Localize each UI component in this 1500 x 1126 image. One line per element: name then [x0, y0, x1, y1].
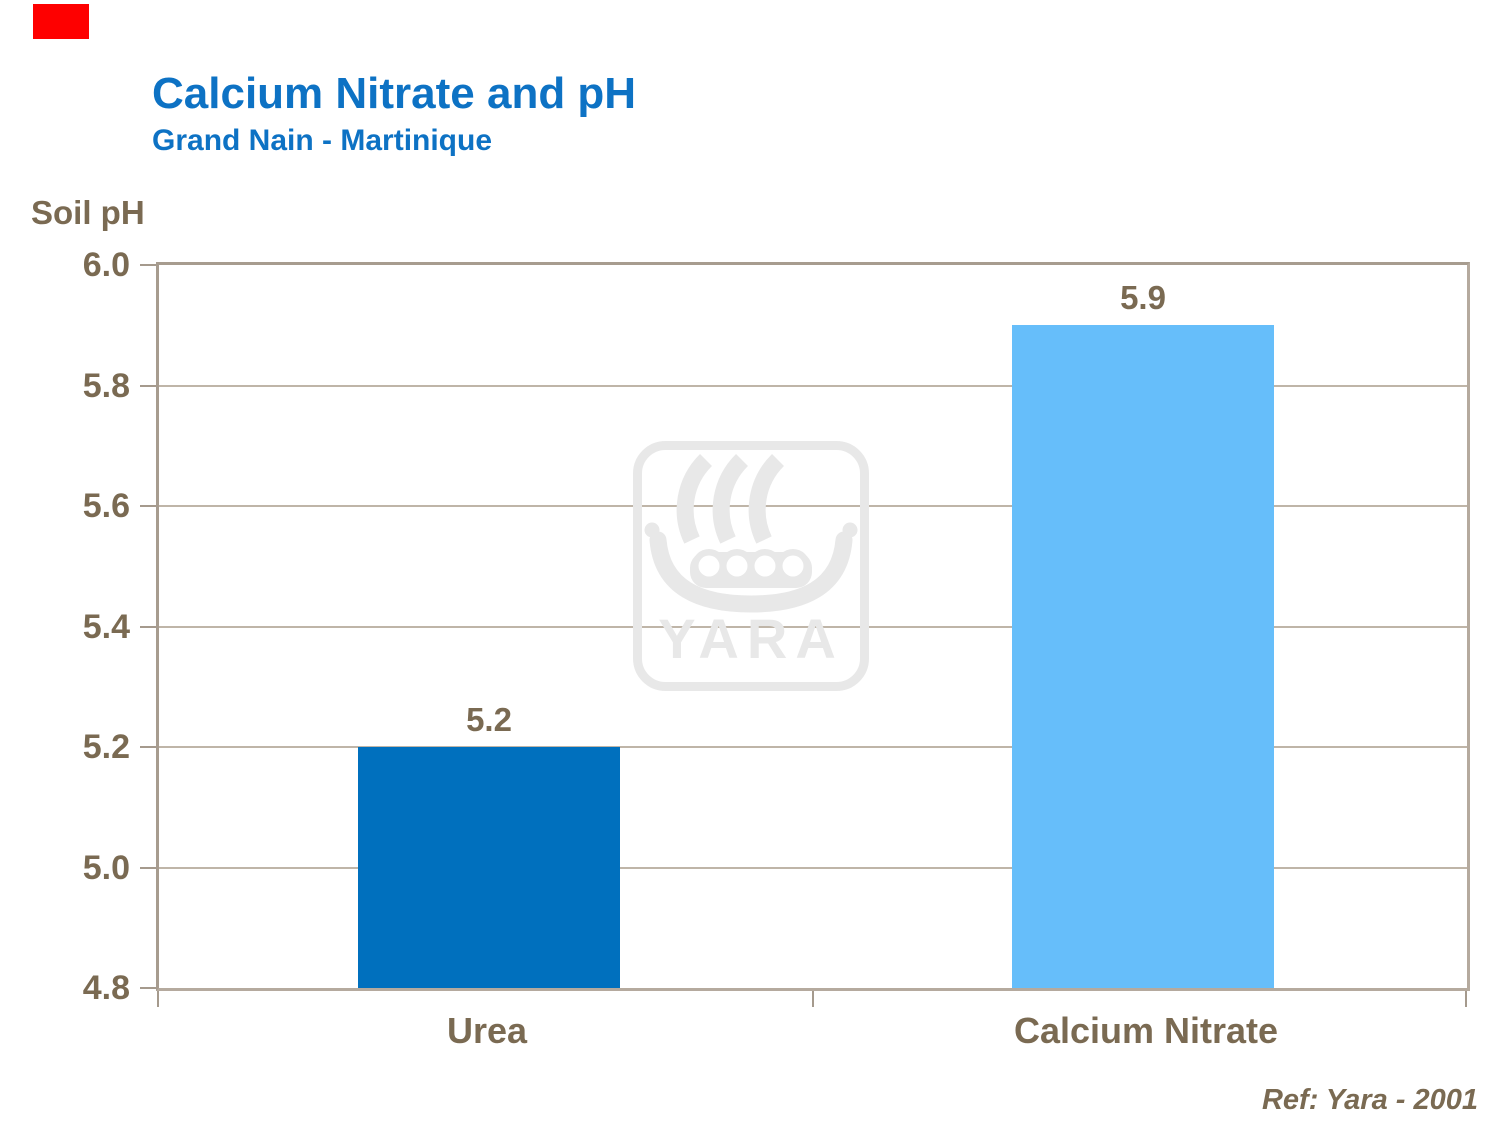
bar-value-label: 5.2 — [466, 701, 512, 738]
reference-note: Ref: Yara - 2001 — [1261, 1084, 1478, 1116]
category-label-urea: Urea — [446, 1010, 528, 1051]
y-tick-label-4.8: 4.8 — [82, 969, 130, 1007]
y-tick-label-5.0: 5.0 — [82, 848, 130, 887]
y-tick-label-5.2: 5.2 — [82, 728, 130, 766]
y-tick-label-5.8: 5.8 — [82, 366, 130, 405]
yara-watermark-logo: YARA — [633, 441, 869, 691]
gridline-5.2 — [159, 746, 1467, 748]
x-tick-right — [1465, 991, 1467, 1007]
bar-value-label: 5.9 — [1120, 279, 1166, 316]
watermark-wordmark: YARA — [658, 607, 844, 670]
red-accent-square — [33, 4, 89, 39]
y-tick-mark-6.0 — [140, 264, 156, 266]
x-tick-middle — [812, 991, 814, 1007]
y-tick-mark-5.8 — [140, 384, 156, 387]
y-tick-mark-4.8 — [140, 987, 156, 989]
x-tick-left — [157, 991, 159, 1007]
chart-title: Calcium Nitrate and pH — [152, 69, 637, 118]
plot-area: YARA 5.2 5.9 — [159, 265, 1467, 988]
plot-frame: YARA 5.2 5.9 — [156, 262, 1470, 991]
gridline-5.0 — [159, 866, 1467, 869]
y-tick-mark-5.0 — [140, 866, 156, 869]
category-label-calcium-nitrate: Calcium Nitrate — [1013, 1010, 1279, 1051]
gridline-5.4 — [159, 625, 1467, 628]
bar-calcium-nitrate — [1012, 325, 1274, 988]
y-tick-mark-5.6 — [140, 505, 156, 507]
bar-group-urea: 5.2 — [358, 701, 620, 988]
y-tick-label-5.6: 5.6 — [82, 487, 130, 525]
y-tick-mark-5.2 — [140, 746, 156, 748]
gridline-5.8 — [159, 384, 1467, 387]
bar-urea — [358, 747, 620, 988]
chart-subtitle: Grand Nain - Martinique — [152, 124, 493, 157]
gridline-5.6 — [159, 505, 1467, 507]
y-axis-title: Soil pH — [31, 194, 145, 231]
y-tick-label-6.0: 6.0 — [82, 246, 130, 284]
viking-ship-icon — [644, 453, 858, 613]
bar-group-calcium-nitrate: 5.9 — [1012, 279, 1274, 988]
y-tick-mark-5.4 — [140, 625, 156, 628]
y-tick-label-5.4: 5.4 — [82, 607, 130, 646]
watermark-border — [633, 441, 869, 691]
